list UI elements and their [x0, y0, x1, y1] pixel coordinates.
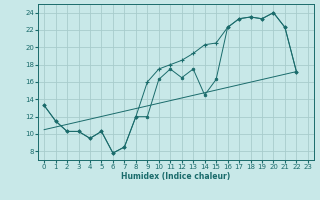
X-axis label: Humidex (Indice chaleur): Humidex (Indice chaleur): [121, 172, 231, 181]
